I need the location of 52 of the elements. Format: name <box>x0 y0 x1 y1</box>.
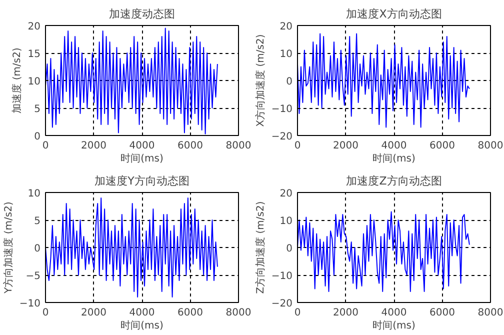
x-tick-label: 4000 <box>129 140 155 152</box>
chart-title: 加速度X方向动态图 <box>346 8 442 20</box>
x-axis-title: 时间(ms) <box>120 152 164 164</box>
x-tick-label: 2000 <box>333 308 358 318</box>
y-tick-label: 20 <box>280 22 293 32</box>
x-tick-label: 0 <box>42 140 49 152</box>
y-axis-title: 加速度 (m/s2) <box>10 48 23 114</box>
y-tick-label: 15 <box>28 49 41 60</box>
y-tick-label: 0 <box>286 244 293 254</box>
y-axis-title: Y方向加速度 (m/s2) <box>2 202 14 294</box>
x-tick-label: 8000 <box>478 140 504 152</box>
y-tick-label: 20 <box>280 188 293 200</box>
x-tick-label: 6000 <box>178 308 203 318</box>
y-tick-label: 0 <box>34 132 41 142</box>
y-tick-label: 5 <box>34 104 41 115</box>
x-tick-label: 6000 <box>178 140 203 152</box>
x-tick-label: 2000 <box>81 308 106 318</box>
x-tick-label: 2000 <box>333 140 358 152</box>
y-tick-label: −10 <box>271 104 293 115</box>
y-axis-title: X方向加速度 (m/s2) <box>254 34 266 127</box>
y-tick-label: −20 <box>271 298 293 310</box>
x-tick-label: 4000 <box>381 308 407 318</box>
x-axis-title: 时间(ms) <box>372 320 416 332</box>
x-axis-title: 时间(ms) <box>120 320 164 332</box>
x-tick-label: 8000 <box>226 308 252 318</box>
x-axis-title: 时间(ms) <box>372 152 416 164</box>
y-tick-label: 0 <box>286 76 293 88</box>
x-tick-label: 0 <box>42 308 49 318</box>
x-tick-label: 4000 <box>129 308 155 318</box>
x-tick-label: 6000 <box>430 140 455 152</box>
x-tick-label: 0 <box>294 140 301 152</box>
y-tick-label: 10 <box>280 49 293 60</box>
y-tick-label: −10 <box>19 298 41 310</box>
x-tick-label: 4000 <box>381 140 407 152</box>
x-tick-label: 6000 <box>430 308 455 318</box>
y-tick-label: −10 <box>271 271 293 282</box>
y-tick-label: 20 <box>28 22 41 32</box>
x-tick-label: 8000 <box>478 308 504 318</box>
y-tick-label: 0 <box>34 244 41 254</box>
y-tick-label: 10 <box>28 188 41 200</box>
chart-title: 加速度Z方向动态图 <box>346 174 442 188</box>
x-tick-label: 0 <box>294 308 301 318</box>
y-tick-label: 5 <box>34 216 41 227</box>
y-tick-label: 10 <box>280 216 293 227</box>
y-tick-label: −5 <box>26 271 41 282</box>
chart-title: 加速度动态图 <box>109 8 175 20</box>
y-tick-label: 10 <box>28 76 41 88</box>
y-axis-title: Z方向加速度 (m/s2) <box>254 201 266 294</box>
chart-title: 加速度Y方向动态图 <box>94 174 190 188</box>
x-tick-label: 8000 <box>226 140 252 152</box>
x-tick-label: 2000 <box>81 140 106 152</box>
y-tick-label: −20 <box>271 132 293 142</box>
